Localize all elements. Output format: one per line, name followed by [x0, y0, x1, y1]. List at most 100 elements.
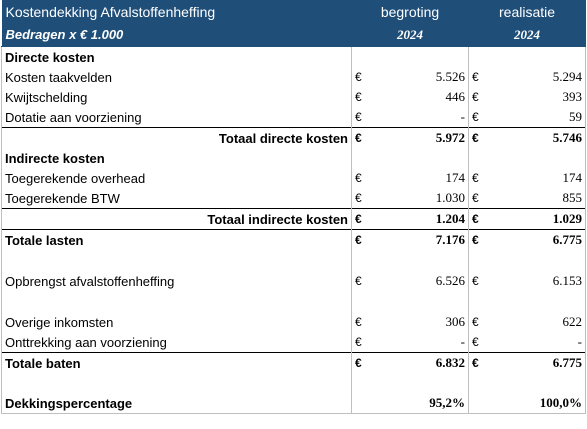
amount	[488, 292, 587, 312]
cost-table: Kostendekking Afvalstoffenheffing begrot…	[1, 0, 587, 414]
currency-sign	[351, 292, 372, 312]
currency-sign	[468, 46, 489, 67]
amount: 174	[371, 168, 470, 188]
amount	[371, 292, 470, 312]
currency-sign: €	[351, 332, 372, 353]
amount	[371, 46, 470, 67]
amount: 1.204	[371, 208, 470, 230]
amount	[371, 250, 470, 270]
amount: 393	[488, 87, 587, 107]
table-row: Dekkingspercentage 95,2% 100,0%	[1, 393, 587, 414]
table-row: Totale lasten €7.176 €6.775	[1, 229, 587, 250]
currency-sign: €	[468, 352, 489, 373]
table-row: Directe kosten	[1, 46, 587, 67]
currency-sign	[468, 250, 489, 270]
amount: -	[488, 332, 587, 353]
table-subtitle: Bedragen x € 1.000	[1, 23, 352, 47]
amount	[488, 148, 587, 168]
currency-sign: €	[351, 67, 372, 87]
amount: 7.176	[371, 229, 470, 250]
currency-sign: €	[351, 229, 372, 250]
amount: 59	[488, 107, 587, 128]
amount: 5.526	[371, 67, 470, 87]
table-row	[1, 250, 587, 270]
currency-sign	[351, 148, 372, 168]
currency-sign: €	[468, 127, 489, 148]
table-row: Totaal indirecte kosten €1.204 €1.029	[1, 208, 587, 230]
amount: 5.746	[488, 127, 587, 148]
amount: 855	[488, 188, 587, 209]
amount: -	[371, 332, 470, 353]
row-label: Opbrengst afvalstoffenheffing	[1, 270, 352, 292]
amount: 6.153	[488, 270, 587, 292]
amount: -	[371, 107, 470, 128]
table-row: Toegerekende overhead €174 €174	[1, 168, 587, 188]
amount: 6.775	[488, 229, 587, 250]
table-title: Kostendekking Afvalstoffenheffing	[1, 0, 352, 23]
table-row	[1, 292, 587, 312]
currency-sign: €	[468, 168, 489, 188]
table-row: Totaal directe kosten €5.972 €5.746	[1, 127, 587, 148]
row-label: Toegerekende overhead	[1, 168, 352, 188]
empty-cell	[1, 292, 352, 312]
table-body: Directe kosten Kosten taakvelden €5.526 €5.…	[1, 46, 587, 414]
percentage: 95,2%	[351, 393, 470, 414]
amount	[488, 250, 587, 270]
currency-sign: €	[468, 208, 489, 230]
amount: 1.030	[371, 188, 470, 209]
amount: 306	[371, 312, 470, 332]
amount	[371, 373, 470, 393]
amount: 174	[488, 168, 587, 188]
column-year: 2024	[468, 23, 586, 47]
table-row: Totale baten €6.832 €6.775	[1, 352, 587, 373]
currency-sign	[351, 373, 372, 393]
currency-sign: €	[351, 127, 372, 148]
percentage: 100,0%	[468, 393, 587, 414]
currency-sign: €	[351, 352, 372, 373]
amount: 446	[371, 87, 470, 107]
column-header: begroting	[351, 0, 469, 23]
amount: 1.029	[488, 208, 587, 230]
empty-cell	[1, 373, 352, 393]
currency-sign: €	[468, 332, 489, 353]
currency-sign: €	[468, 188, 489, 209]
row-label: Totale baten	[1, 352, 352, 373]
table-row: Toegerekende BTW €1.030 €855	[1, 188, 587, 209]
row-label: Indirecte kosten	[1, 148, 352, 168]
row-label: Toegerekende BTW	[1, 188, 352, 209]
header-row: Kostendekking Afvalstoffenheffing begrot…	[1, 0, 586, 23]
amount: 6.775	[488, 352, 587, 373]
currency-sign: €	[351, 188, 372, 209]
amount	[371, 148, 470, 168]
row-label: Totaal directe kosten	[1, 127, 352, 148]
table-row: Dotatie aan voorziening € - €59	[1, 107, 587, 128]
currency-sign: €	[468, 270, 489, 292]
amount: 6.526	[371, 270, 470, 292]
empty-cell	[1, 250, 352, 270]
table-row: Kwijtschelding €446 €393	[1, 87, 587, 107]
currency-sign	[351, 250, 372, 270]
currency-sign	[468, 292, 489, 312]
table-row: Indirecte kosten	[1, 148, 587, 168]
currency-sign: €	[351, 312, 372, 332]
currency-sign: €	[468, 87, 489, 107]
currency-sign: €	[351, 270, 372, 292]
currency-sign: €	[351, 87, 372, 107]
header-row: Bedragen x € 1.000 2024 2024	[1, 23, 586, 47]
row-label: Totaal indirecte kosten	[1, 208, 352, 230]
row-label: Dekkingspercentage	[1, 393, 352, 414]
amount: 622	[488, 312, 587, 332]
row-label: Kwijtschelding	[1, 87, 352, 107]
column-year: 2024	[351, 23, 469, 47]
currency-sign: €	[351, 107, 372, 128]
table-row: Overige inkomsten €306 €622	[1, 312, 587, 332]
row-label: Kosten taakvelden	[1, 67, 352, 87]
currency-sign: €	[351, 168, 372, 188]
row-label: Dotatie aan voorziening	[1, 107, 352, 128]
amount: 6.832	[371, 352, 470, 373]
row-label: Onttrekking aan voorziening	[1, 332, 352, 353]
currency-sign	[468, 373, 489, 393]
currency-sign: €	[351, 208, 372, 230]
table-row: Kosten taakvelden €5.526 €5.294	[1, 67, 587, 87]
